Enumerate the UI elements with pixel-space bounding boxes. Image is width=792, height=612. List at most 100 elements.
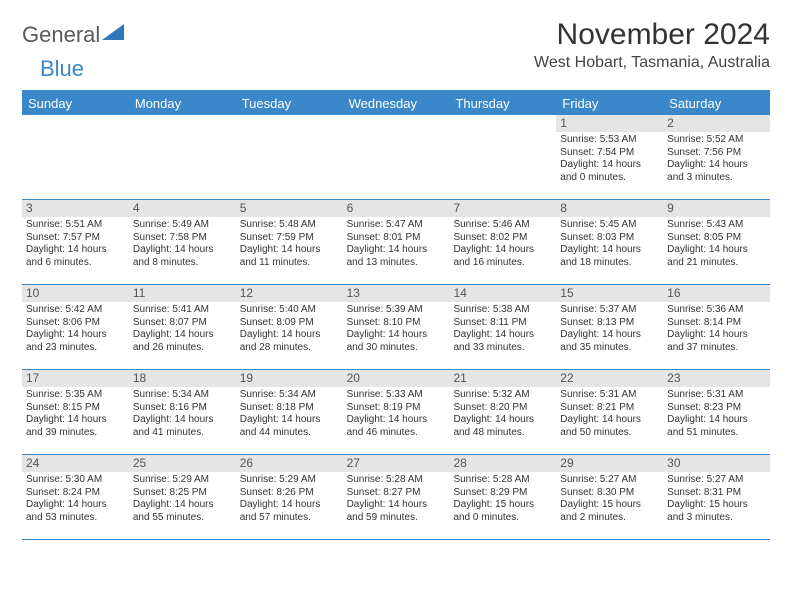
day-number: 26 (236, 455, 343, 472)
sunset-text: Sunset: 8:15 PM (26, 402, 125, 415)
day-cell: 5Sunrise: 5:48 AMSunset: 7:59 PMDaylight… (236, 200, 343, 284)
sunrise-text: Sunrise: 5:40 AM (240, 304, 339, 317)
day-cell: 8Sunrise: 5:45 AMSunset: 8:03 PMDaylight… (556, 200, 663, 284)
day-cell: 15 Sunrise: 5:37 AMSunset: 8:13 PMDayligh… (556, 285, 663, 369)
day-cell: 20Sunrise: 5:33 AMSunset: 8:19 PMDayligh… (343, 370, 450, 454)
week-row: 10 Sunrise: 5:42 AMSunset: 8:06 PM Dayligh… (22, 285, 770, 370)
sunrise-text: Sunrise: 5:51 AM (26, 219, 125, 232)
sunset-text: Sunset: 8:30 PM (560, 487, 659, 500)
sunrise-text: Sunrise: 5:29 AM (133, 474, 232, 487)
sunrise-text: Sunrise: 5:34 AM (240, 389, 339, 402)
sunset-text: Sunset: 8:23 PM (667, 402, 766, 415)
daylight-text: Daylight: 14 hours and 48 minutes. (453, 414, 552, 439)
sunset-text: Sunset: 8:27 PM (347, 487, 446, 500)
day-header-saturday: Saturday (663, 92, 770, 115)
sunrise-text: Sunrise: 5:41 AM (133, 304, 232, 317)
sunset-text: Sunset: 8:20 PM (453, 402, 552, 415)
day-cell: 30Sunrise: 5:27 AMSunset: 8:31 PMDayligh… (663, 455, 770, 539)
day-cell: 21 Sunrise: 5:32 AMSunset: 8:20 PMDayligh… (449, 370, 556, 454)
sunset-text: Sunset: 8:06 PM (26, 317, 125, 330)
sunset-text: Sunset: 8:18 PM (240, 402, 339, 415)
day-number: 8 (556, 200, 663, 217)
day-number: 12 (236, 285, 343, 302)
sunset-text: Sunset: 8:05 PM (667, 232, 766, 245)
sunrise-text: Sunrise: 5:38 AM (453, 304, 552, 317)
day-number: 18 (129, 370, 236, 387)
day-cell: 6Sunrise: 5:47 AMSunset: 8:01 PMDaylight… (343, 200, 450, 284)
week-row: .....1Sunrise: 5:53 AMSunset: 7:54 PMDay… (22, 115, 770, 200)
daylight-text: Daylight: 14 hours and 44 minutes. (240, 414, 339, 439)
sunrise-text: Sunrise: 5:49 AM (133, 219, 232, 232)
sunrise-text: Sunrise: 5:43 AM (667, 219, 766, 232)
day-cell: 27 Sunrise: 5:28 AMSunset: 8:27 PMDayligh… (343, 455, 450, 539)
week-row: 24 Sunrise: 5:30 AMSunset: 8:24 PM Dayligh… (22, 455, 770, 540)
day-cell: 23 Sunrise: 5:31 AMSunset: 8:23 PMDayligh… (663, 370, 770, 454)
sunrise-text: Sunrise: 5:28 AM (453, 474, 552, 487)
sunset-text: Sunset: 8:24 PM (26, 487, 125, 500)
daylight-text: Daylight: 14 hours and 37 minutes. (667, 329, 766, 354)
logo-triangle-icon (102, 24, 124, 42)
day-cell: 22Sunrise: 5:31 AMSunset: 8:21 PMDayligh… (556, 370, 663, 454)
day-header-wednesday: Wednesday (343, 92, 450, 115)
sunset-text: Sunset: 8:11 PM (453, 317, 552, 330)
day-number: 15 (556, 285, 663, 302)
sunrise-text: Sunrise: 5:46 AM (453, 219, 552, 232)
daylight-text: Daylight: 14 hours and 51 minutes. (667, 414, 766, 439)
day-number: 21 (449, 370, 556, 387)
sunrise-text: Sunrise: 5:35 AM (26, 389, 125, 402)
day-cell: 10Sunrise: 5:42 AMSunset: 8:06 PMDayligh… (22, 285, 129, 369)
day-number: 20 (343, 370, 450, 387)
day-cell: 25Sunrise: 5:29 AMSunset: 8:25 PMDayligh… (129, 455, 236, 539)
sunset-text: Sunset: 8:01 PM (347, 232, 446, 245)
day-cell: 17Sunrise: 5:35 AMSunset: 8:15 PMDayligh… (22, 370, 129, 454)
sunrise-text: Sunrise: 5:32 AM (453, 389, 552, 402)
day-cell: . (236, 115, 343, 199)
day-number: 28 (449, 455, 556, 472)
sunset-text: Sunset: 8:31 PM (667, 487, 766, 500)
day-number: 22 (556, 370, 663, 387)
sunrise-text: Sunrise: 5:39 AM (347, 304, 446, 317)
day-cell: . (22, 115, 129, 199)
day-cell: 1Sunrise: 5:53 AMSunset: 7:54 PMDaylight… (556, 115, 663, 199)
sunrise-text: Sunrise: 5:31 AM (667, 389, 766, 402)
daylight-text: Daylight: 14 hours and 46 minutes. (347, 414, 446, 439)
logo-text-general: General (22, 22, 100, 48)
day-cell: . (343, 115, 450, 199)
day-number: 10 (22, 285, 129, 302)
daylight-text: Daylight: 14 hours and 26 minutes. (133, 329, 232, 354)
daylight-text: Daylight: 14 hours and 55 minutes. (133, 499, 232, 524)
day-number: 19 (236, 370, 343, 387)
sunset-text: Sunset: 7:54 PM (560, 147, 659, 160)
daylight-text: Daylight: 14 hours and 30 minutes. (347, 329, 446, 354)
sunrise-text: Sunrise: 5:37 AM (560, 304, 659, 317)
sunset-text: Sunset: 8:19 PM (347, 402, 446, 415)
sunrise-text: Sunrise: 5:45 AM (560, 219, 659, 232)
daylight-text: Daylight: 14 hours and 35 minutes. (560, 329, 659, 354)
day-number: 23 (663, 370, 770, 387)
sunrise-text: Sunrise: 5:30 AM (26, 474, 125, 487)
daylight-text: Daylight: 14 hours and 50 minutes. (560, 414, 659, 439)
week-row: 17Sunrise: 5:35 AMSunset: 8:15 PMDayligh… (22, 370, 770, 455)
day-number: 27 (343, 455, 450, 472)
sunrise-text: Sunrise: 5:27 AM (560, 474, 659, 487)
daylight-text: Daylight: 14 hours and 59 minutes. (347, 499, 446, 524)
sunrise-text: Sunrise: 5:42 AM (26, 304, 125, 317)
sunrise-text: Sunrise: 5:29 AM (240, 474, 339, 487)
day-number: 25 (129, 455, 236, 472)
sunset-text: Sunset: 8:13 PM (560, 317, 659, 330)
sunset-text: Sunset: 8:02 PM (453, 232, 552, 245)
day-number: 24 (22, 455, 129, 472)
sunset-text: Sunset: 8:16 PM (133, 402, 232, 415)
daylight-text: Daylight: 14 hours and 57 minutes. (240, 499, 339, 524)
sunrise-text: Sunrise: 5:48 AM (240, 219, 339, 232)
daylight-text: Daylight: 14 hours and 0 minutes. (560, 159, 659, 184)
daylight-text: Daylight: 15 hours and 0 minutes. (453, 499, 552, 524)
day-number: 13 (343, 285, 450, 302)
day-cell: 12Sunrise: 5:40 AMSunset: 8:09 PMDayligh… (236, 285, 343, 369)
sunrise-text: Sunrise: 5:28 AM (347, 474, 446, 487)
day-number: 29 (556, 455, 663, 472)
day-number: 30 (663, 455, 770, 472)
daylight-text: Daylight: 14 hours and 41 minutes. (133, 414, 232, 439)
day-number: 16 (663, 285, 770, 302)
title-block: November 2024 West Hobart, Tasmania, Aus… (534, 18, 770, 72)
